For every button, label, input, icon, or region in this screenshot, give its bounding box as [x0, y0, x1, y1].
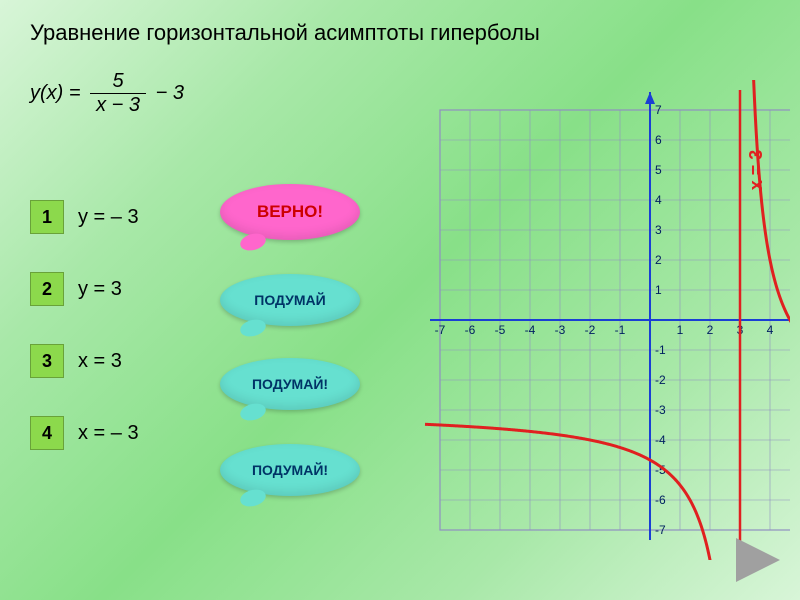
svg-text:-4: -4: [655, 433, 666, 447]
svg-text:1: 1: [655, 283, 662, 297]
next-button[interactable]: [736, 538, 780, 582]
formula-offset: − 3: [156, 82, 184, 104]
svg-text:4: 4: [655, 193, 662, 207]
svg-text:-3: -3: [555, 323, 566, 337]
svg-text:2: 2: [707, 323, 714, 337]
equation: y(x) = 5 x − 3 − 3: [30, 70, 184, 117]
formula-fraction: 5 x − 3: [90, 70, 146, 117]
svg-text:5: 5: [655, 163, 662, 177]
formula-lhs: y(x): [30, 82, 63, 104]
formula-denominator: x − 3: [90, 94, 146, 117]
answer-option[interactable]: 4 x = – 3: [30, 416, 139, 450]
option-number: 1: [30, 200, 64, 234]
svg-text:-5: -5: [495, 323, 506, 337]
page-title: Уравнение горизонтальной асимптоты гипер…: [30, 20, 540, 46]
graph-plot: -7-6-5-4-3-2-11234567-7-6-5-4-3-2-112345…: [290, 80, 790, 560]
svg-text:-6: -6: [465, 323, 476, 337]
option-number: 2: [30, 272, 64, 306]
svg-text:1: 1: [677, 323, 684, 337]
svg-text:2: 2: [655, 253, 662, 267]
svg-text:-2: -2: [585, 323, 596, 337]
option-number: 4: [30, 416, 64, 450]
svg-text:4: 4: [767, 323, 774, 337]
svg-text:-1: -1: [655, 343, 666, 357]
option-label: x = 3: [78, 350, 122, 373]
svg-text:-3: -3: [655, 403, 666, 417]
answer-options: 1 y = – 3 2 y = 3 3 x = 3 4 x = – 3: [30, 200, 139, 488]
svg-text:-7: -7: [655, 523, 666, 537]
svg-text:3: 3: [655, 223, 662, 237]
svg-text:-4: -4: [525, 323, 536, 337]
option-label: y = – 3: [78, 206, 139, 229]
option-number: 3: [30, 344, 64, 378]
svg-text:6: 6: [655, 133, 662, 147]
svg-text:-7: -7: [435, 323, 446, 337]
svg-text:х = 3: х = 3: [746, 150, 766, 191]
svg-text:-6: -6: [655, 493, 666, 507]
answer-option[interactable]: 1 y = – 3: [30, 200, 139, 234]
svg-text:-2: -2: [655, 373, 666, 387]
formula-numerator: 5: [90, 70, 146, 94]
svg-text:-1: -1: [615, 323, 626, 337]
answer-option[interactable]: 3 x = 3: [30, 344, 139, 378]
answer-option[interactable]: 2 y = 3: [30, 272, 139, 306]
option-label: y = 3: [78, 278, 122, 301]
svg-text:7: 7: [655, 103, 662, 117]
option-label: x = – 3: [78, 422, 139, 445]
